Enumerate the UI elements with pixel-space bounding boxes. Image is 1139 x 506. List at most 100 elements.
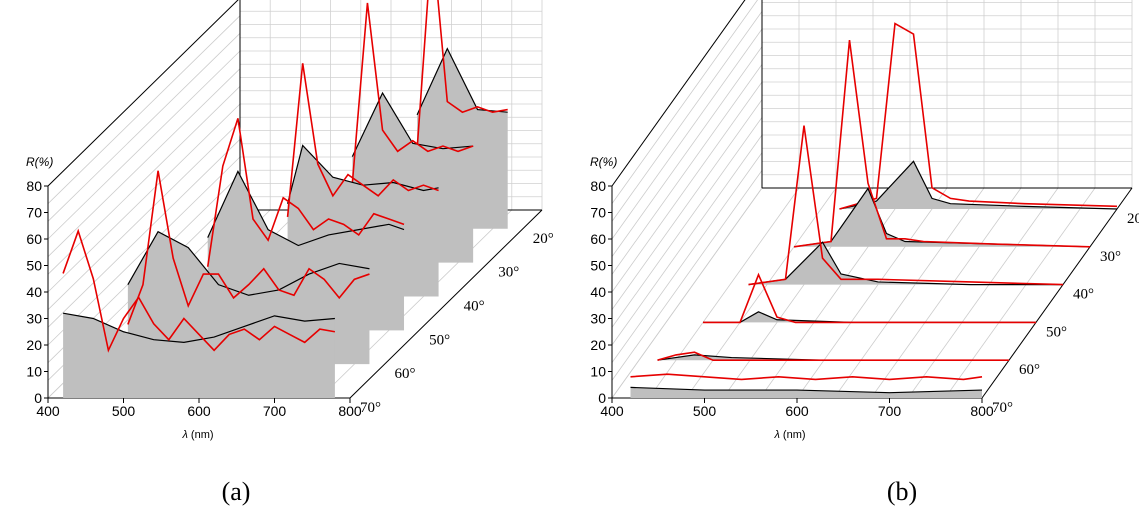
- side-wall-gridline: [611, 64, 763, 275]
- model-line-series-0: [62, 228, 336, 353]
- depth-tick-label: 20°: [1127, 211, 1139, 227]
- y-tick-label: 20: [590, 337, 606, 353]
- x-axis-label-symbol: λ: [181, 429, 187, 441]
- panel-a-waterfall-chart: 20° 30° 40° 50° 60° 70° 400 500 600 700 800 0 10 20 30…: [26, 0, 554, 506]
- model-line-series-0: [630, 373, 983, 381]
- side-wall-gridline: [47, 33, 241, 222]
- floor-gridline: [796, 187, 948, 399]
- y-tick-label: 80: [590, 178, 606, 194]
- side-wall-gridline: [611, 0, 758, 204]
- side-wall-gridline: [47, 68, 241, 257]
- measured-line-series-1: [127, 230, 370, 296]
- measured-fill-series-5: [839, 161, 1117, 209]
- series-5: 20°: [839, 22, 1139, 227]
- measured-line-series-5: [839, 160, 1118, 210]
- measured-fill-series-2: [703, 311, 1036, 323]
- y-tick-label: 70: [590, 205, 606, 221]
- measured-line-series-0: [62, 312, 335, 343]
- y-tick-label: 0: [34, 390, 42, 406]
- measured-line-series-4: [351, 91, 474, 157]
- panel-b-waterfall-chart: 20° 30° 40° 50° 60° 70° 400 500 600 700 800 0 10 20 30…: [590, 0, 1139, 506]
- y-tick-label: 50: [26, 258, 42, 274]
- series-4: 30°: [793, 39, 1121, 265]
- y-axis-label: R(%): [590, 155, 617, 169]
- floor-gridline: [907, 187, 1059, 399]
- depth-tick-label: 30°: [498, 265, 519, 281]
- floor-gridline: [611, 187, 763, 399]
- floor-gridline: [685, 187, 837, 399]
- axis-edge: [981, 187, 1133, 399]
- depth-tick-label: 70°: [992, 400, 1013, 416]
- y-tick-label: 20: [26, 337, 42, 353]
- side-wall-gridline: [47, 86, 241, 275]
- depth-tick-label: 30°: [1100, 249, 1121, 265]
- side-wall-gridline: [47, 103, 241, 293]
- x-tick-label: 700: [878, 403, 902, 419]
- side-wall-gridline: [47, 121, 241, 310]
- depth-tick-label: 20°: [533, 231, 554, 247]
- x-axis-label: λ (nm): [773, 429, 805, 441]
- axis-edge: [349, 209, 543, 399]
- series-3: 40°: [748, 125, 1094, 303]
- x-tick-label: 700: [263, 403, 287, 419]
- y-tick-label: 40: [590, 284, 606, 300]
- side-wall-gridline: [611, 152, 763, 363]
- depth-tick-label: 40°: [1073, 287, 1094, 303]
- series-1: 60°: [657, 351, 1040, 378]
- x-tick-label: 500: [112, 403, 136, 419]
- y-tick-label: 30: [590, 311, 606, 327]
- x-tick-label: 500: [693, 403, 717, 419]
- side-wall-gridline: [611, 11, 763, 222]
- side-wall-gridline: [47, 156, 241, 346]
- y-axis-label: R(%): [26, 155, 53, 169]
- side-wall-gridline: [47, 15, 241, 204]
- model-line-series-4: [793, 39, 1091, 248]
- side-wall-gridline: [611, 170, 763, 381]
- x-axis-label-symbol: λ: [773, 429, 779, 441]
- measured-line-series-5: [416, 47, 508, 116]
- x-axis-label: λ (nm): [181, 429, 213, 441]
- side-wall-gridline: [611, 0, 746, 187]
- y-tick-label: 0: [598, 390, 606, 406]
- side-wall-gridline: [611, 134, 763, 346]
- measured-fill-series-4: [794, 188, 1090, 247]
- x-tick-label: 400: [36, 403, 60, 419]
- model-line-series-1: [657, 351, 1009, 362]
- x-tick-label: 600: [187, 403, 211, 419]
- depth-tick-label: 50°: [429, 332, 450, 348]
- floor-gridline: [944, 187, 1096, 399]
- model-line-series-3: [286, 63, 439, 218]
- model-line-series-5: [416, 0, 508, 150]
- y-tick-label: 10: [590, 364, 606, 380]
- model-line-series-5: [839, 22, 1118, 210]
- panel-label: (a): [222, 477, 251, 506]
- floor-gridline: [833, 187, 985, 399]
- panel-label: (b): [887, 477, 917, 506]
- axis-edge: [47, 0, 239, 187]
- series-0: 70°: [62, 228, 381, 416]
- side-wall-gridline: [611, 81, 763, 293]
- measured-fill-series-3: [748, 242, 1063, 285]
- model-line-series-4: [351, 2, 474, 184]
- y-tick-label: 40: [26, 284, 42, 300]
- depth-tick-label: 40°: [464, 298, 485, 314]
- side-wall-gridline: [611, 46, 763, 257]
- x-tick-label: 600: [785, 403, 809, 419]
- y-tick-label: 50: [590, 258, 606, 274]
- side-wall-gridline: [611, 117, 763, 328]
- side-wall-gridline: [611, 99, 763, 310]
- y-tick-label: 70: [26, 205, 42, 221]
- model-line-series-2: [703, 272, 1036, 324]
- measured-line-series-2: [207, 169, 405, 247]
- x-axis-label-unit: (nm): [188, 429, 214, 441]
- y-tick-label: 30: [26, 311, 42, 327]
- x-tick-label: 800: [970, 403, 994, 419]
- side-wall-gridline: [47, 139, 241, 328]
- x-tick-label: 400: [600, 403, 624, 419]
- y-tick-label: 60: [590, 231, 606, 247]
- side-wall-gridline: [611, 28, 763, 240]
- y-tick-label: 60: [26, 231, 42, 247]
- floor-gridline: [319, 209, 513, 399]
- depth-tick-label: 60°: [1019, 362, 1040, 378]
- depth-tick-label: 70°: [360, 400, 381, 416]
